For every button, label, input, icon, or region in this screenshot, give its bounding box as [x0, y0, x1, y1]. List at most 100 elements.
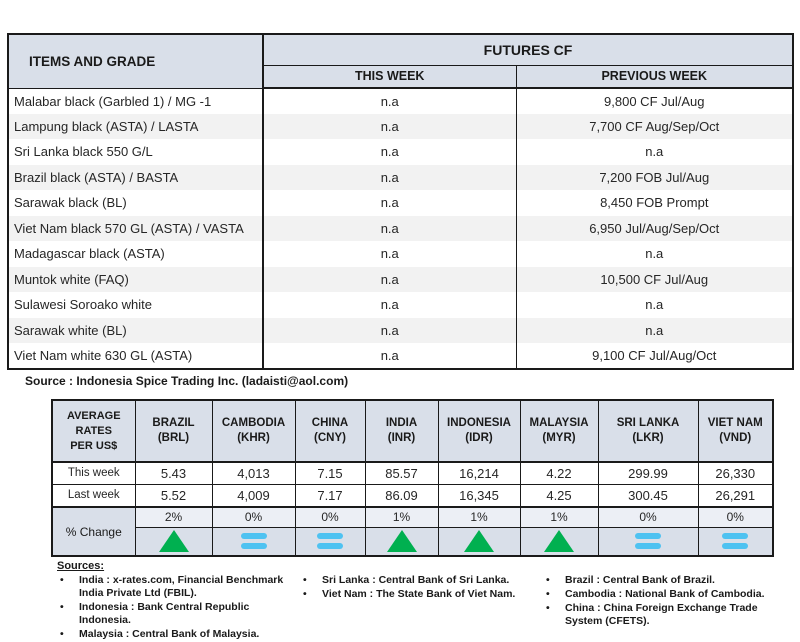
table-row: Sri Lanka black 550 G/L n.a n.a [7, 139, 794, 165]
trend-equal-icon [240, 533, 267, 550]
previous-week-cell: 9,100 CF Jul/Aug/Oct [515, 343, 794, 369]
previous-week-cell: n.a [515, 292, 794, 318]
corner-line-2: RATES [75, 424, 112, 437]
this-week-cell: n.a [262, 113, 517, 139]
pct-change-value: 0% [211, 506, 296, 528]
this-week-rate: 4,013 [211, 461, 296, 485]
trend-equal-icon [722, 533, 749, 550]
country-name: INDONESIA [447, 417, 511, 429]
country-header: VIET NAM (VND) [697, 399, 774, 463]
table-row: Sarawak black (BL) n.a 8,450 FOB Prompt [7, 190, 794, 216]
last-week-rate: 16,345 [437, 483, 521, 508]
item-grade-cell: Sri Lanka black 550 G/L [7, 139, 264, 165]
trend-cell [211, 526, 296, 557]
source-item: Cambodia : National Bank of Cambodia. [543, 588, 793, 601]
this-week-cell: n.a [262, 164, 517, 190]
futures-header-row-2: THIS WEEK PREVIOUS WEEK [8, 64, 794, 89]
table-row: Sulawesi Soroako white n.a n.a [7, 292, 794, 318]
sources-column-1: India : x-rates.com, Financial Benchmark… [57, 574, 295, 642]
item-grade-cell: Muntok white (FAQ) [7, 266, 264, 292]
source-item: Brazil : Central Bank of Brazil. [543, 574, 793, 587]
corner-line-3: PER US$ [70, 439, 118, 452]
sources-list-2: Sri Lanka : Central Bank of Sri Lanka.Vi… [300, 574, 538, 601]
table-row: Malabar black (Garbled 1) / MG -1 n.a 9,80… [7, 88, 794, 114]
currency-code: (VND) [719, 432, 752, 444]
last-week-rate: 5.52 [134, 483, 213, 508]
pct-change-value: 0% [294, 506, 366, 528]
source-item: India : x-rates.com, Financial Benchmark… [57, 574, 295, 600]
sources-column-2: Sri Lanka : Central Bank of Sri Lanka.Vi… [300, 574, 538, 602]
item-grade-cell: Brazil black (ASTA) / BASTA [7, 164, 264, 190]
previous-week-cell: n.a [515, 139, 794, 165]
last-week-rate: 300.45 [597, 483, 699, 508]
this-week-row: This week 5.43 4,013 7.15 85.57 16,214 4.22 29… [51, 461, 774, 485]
pct-change-value: 2% [134, 506, 213, 528]
futures-table: ITEMS AND GRADE FUTURES CF THIS WEEK PRE… [7, 33, 795, 370]
equal-bar [635, 543, 661, 550]
item-grade-cell: Viet Nam black 570 GL (ASTA) / VASTA [7, 215, 264, 241]
this-week-cell: n.a [262, 139, 517, 165]
this-week-cell: n.a [262, 292, 517, 318]
currency-code: (MYR) [542, 432, 576, 444]
futures-header-row-1: ITEMS AND GRADE FUTURES CF [7, 33, 794, 89]
sources-title: Sources: [57, 560, 105, 572]
country-name: BRAZIL [152, 417, 195, 429]
equal-bar [722, 533, 749, 540]
last-week-rate: 7.17 [294, 483, 366, 508]
currency-code: (INR) [387, 432, 416, 444]
country-name: SRI LANKA [616, 417, 680, 429]
last-week-rate: 4,009 [211, 483, 296, 508]
item-grade-cell: Sarawak black (BL) [7, 190, 264, 216]
equal-bar [240, 543, 267, 550]
source-item: Viet Nam : The State Bank of Viet Nam. [300, 588, 538, 601]
equal-bar [635, 533, 661, 540]
equal-bar [722, 543, 749, 550]
source-item: Indonesia : Bank Central Republic Indone… [57, 601, 295, 627]
country-header: MALAYSIA (MYR) [519, 399, 599, 463]
country-name: CAMBODIA [221, 417, 286, 429]
pct-change-value: 1% [364, 506, 439, 528]
sources-list-3: Brazil : Central Bank of Brazil.Cambodia… [543, 574, 793, 628]
table-row: Muntok white (FAQ) n.a 10,500 CF Jul/Aug [7, 266, 794, 292]
this-week-cell: n.a [262, 241, 517, 267]
previous-week-cell: 8,450 FOB Prompt [515, 190, 794, 216]
rates-table: AVERAGE RATES PER US$ BRAZIL (BRL) CAMBODI… [51, 399, 774, 557]
country-header: CHINA (CNY) [294, 399, 366, 463]
country-name: INDIA [385, 417, 418, 429]
table-row: Viet Nam white 630 GL (ASTA) n.a 9,100 CF … [7, 343, 794, 369]
trend-cell [364, 526, 439, 557]
last-week-label: Last week [51, 483, 136, 508]
trend-up-icon [464, 530, 494, 553]
source-item: Malaysia : Central Bank of Malaysia. [57, 628, 295, 641]
this-week-cell: n.a [262, 88, 517, 114]
table-row: Lampung black (ASTA) / LASTA n.a 7,700 CF … [7, 113, 794, 139]
trend-up-icon [386, 530, 417, 553]
pct-change-value: 1% [519, 506, 599, 528]
futures-table-body: Malabar black (Garbled 1) / MG -1 n.a 9,80… [7, 88, 794, 369]
item-grade-cell: Viet Nam white 630 GL (ASTA) [7, 343, 264, 369]
this-week-rate: 299.99 [597, 461, 699, 485]
equal-bar [317, 543, 343, 550]
currency-code: (IDR) [465, 432, 493, 444]
country-name: CHINA [311, 417, 349, 429]
sources-column-3: Brazil : Central Bank of Brazil.Cambodia… [543, 574, 793, 629]
previous-week-cell: 9,800 CF Jul/Aug [515, 88, 794, 114]
trend-cell [597, 526, 699, 557]
source-item: Sri Lanka : Central Bank of Sri Lanka. [300, 574, 538, 587]
this-week-rate: 26,330 [697, 461, 774, 485]
source-note: Source : Indonesia Spice Trading Inc. (l… [25, 374, 349, 388]
this-week-rate: 16,214 [437, 461, 521, 485]
country-header: CAMBODIA (KHR) [211, 399, 296, 463]
trend-equal-icon [317, 533, 343, 550]
corner-line-1: AVERAGE [66, 409, 121, 422]
country-header: INDONESIA (IDR) [437, 399, 521, 463]
table-row: Viet Nam black 570 GL (ASTA) / VASTA n.a 6… [7, 215, 794, 241]
pct-change-value: 0% [697, 506, 774, 528]
items-and-grade-header: ITEMS AND GRADE [7, 33, 264, 89]
this-week-cell: n.a [262, 190, 517, 216]
trend-cell [294, 526, 366, 557]
country-name: VIET NAM [707, 417, 763, 429]
currency-code: (BRL) [157, 432, 190, 444]
trend-cell [519, 526, 599, 557]
item-grade-cell: Madagascar black (ASTA) [7, 241, 264, 267]
